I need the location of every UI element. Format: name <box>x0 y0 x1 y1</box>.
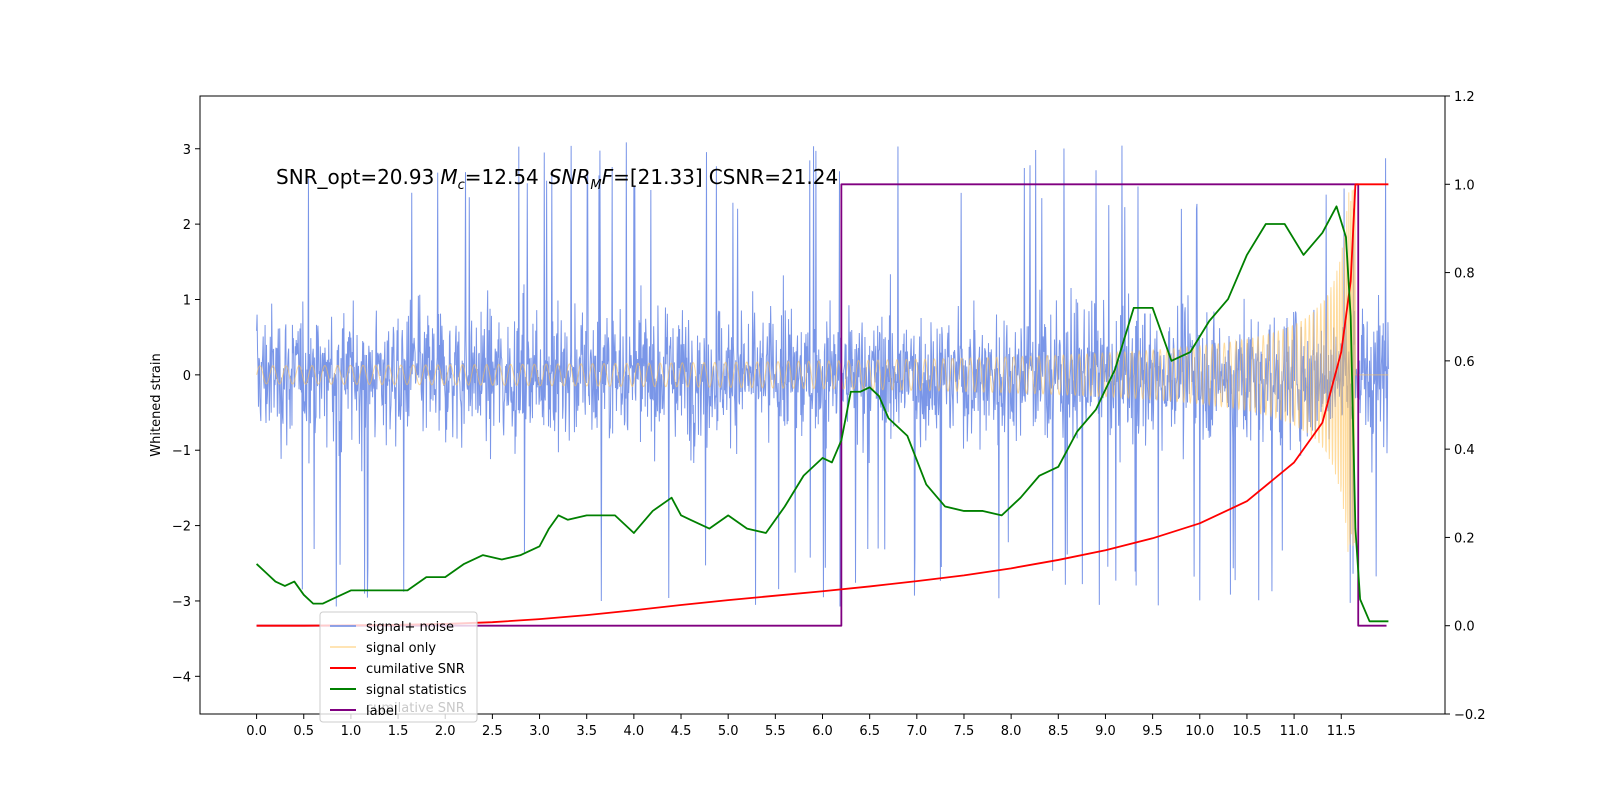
series-label-line <box>256 183 1387 627</box>
y-left-tick-label: 1 <box>183 293 191 308</box>
x-tick-label: 7.5 <box>954 724 975 739</box>
annotation-snrmf-value: =[21.33] <box>613 165 703 189</box>
legend-label: signal+ noise <box>366 620 454 635</box>
legend: cumilative SNR signal+ noise signal only c… <box>319 611 478 723</box>
series-signal-only-line <box>256 188 1389 552</box>
legend-label: label <box>366 704 397 719</box>
y-right-tick-label: 0.6 <box>1454 355 1475 370</box>
y-left-tick-label: 3 <box>183 143 191 158</box>
annotation-mc-sub: c <box>458 178 465 193</box>
annotation-mc-value: =12.54 <box>465 165 539 189</box>
x-tick-label: 10.5 <box>1232 724 1261 739</box>
y-left-tick-label: −2 <box>172 520 191 535</box>
x-tick-label: 2.5 <box>482 724 503 739</box>
y-right-tick-label: 1.0 <box>1454 178 1475 193</box>
x-tick-label: 1.5 <box>388 724 409 739</box>
x-tick-label: 9.5 <box>1142 724 1163 739</box>
y-right-tick-label: 0.0 <box>1454 620 1475 635</box>
x-tick-label: 2.0 <box>435 724 456 739</box>
legend-label: cumilative SNR <box>366 662 465 677</box>
x-tick-label: 1.0 <box>341 724 362 739</box>
x-tick-label: 5.0 <box>718 724 739 739</box>
x-tick-label: 11.0 <box>1280 724 1309 739</box>
legend-ghost-text: cumilative SNR <box>366 701 465 716</box>
y-left-tick-label: −1 <box>172 444 191 459</box>
series-signal-statistics-line <box>255 205 1389 623</box>
y-right-tick-label: −0.2 <box>1454 708 1486 723</box>
chart-annotation: SNR_opt=20.93 Mc=12.54 SNRMF=[21.33] CSNR=2… <box>276 165 838 193</box>
y-right-tick-label: 0.2 <box>1454 531 1475 546</box>
x-tick-label: 7.0 <box>906 724 927 739</box>
x-tick-label: 10.0 <box>1185 724 1214 739</box>
annotation-snrmf-symbol: SNR <box>549 165 591 189</box>
y-right-tick-label: 0.8 <box>1454 267 1475 282</box>
annotation-snr-opt: SNR_opt=20.93 <box>276 165 434 189</box>
x-tick-label: 5.5 <box>765 724 786 739</box>
y-left-tick-label: −4 <box>172 670 191 685</box>
legend-box <box>319 611 478 723</box>
y-left-tick-label: 0 <box>183 369 191 384</box>
y-right-tick-label: 1.2 <box>1454 90 1475 105</box>
x-tick-label: 0.5 <box>293 724 314 739</box>
x-axis: 0.0 0.5 1.0 1.5 2.0 2.5 3.0 3.5 4.0 4.5 5.0 5.5 6.0 6… <box>246 714 1356 739</box>
x-tick-label: 8.5 <box>1048 724 1069 739</box>
x-tick-label: 6.5 <box>859 724 880 739</box>
x-tick-label: 3.0 <box>529 724 550 739</box>
x-tick-label: 4.5 <box>671 724 692 739</box>
legend-label: signal only <box>366 641 436 656</box>
annotation-snrmf-tail: F <box>602 165 614 189</box>
y-left-tick-label: −3 <box>172 595 191 610</box>
annotation-mc-symbol: M <box>440 165 457 189</box>
x-tick-label: 4.0 <box>624 724 645 739</box>
x-tick-label: 0.0 <box>246 724 267 739</box>
legend-label: signal statistics <box>366 683 467 698</box>
x-tick-label: 11.5 <box>1327 724 1356 739</box>
annotation-csnr: CSNR=21.24 <box>709 165 839 189</box>
y-right-tick-label: 0.4 <box>1454 443 1475 458</box>
x-tick-label: 9.0 <box>1095 724 1116 739</box>
annotation-snrmf-sub: M <box>590 178 601 193</box>
y-axis-left: 3 2 1 0 −1 −2 −3 −4 <box>172 143 200 685</box>
y-axis-label: Whitened strain <box>149 353 164 456</box>
y-axis-right: 1.2 1.0 0.8 0.6 0.4 0.2 0.0 −0.2 <box>1445 90 1486 723</box>
x-tick-label: 3.5 <box>576 724 597 739</box>
x-tick-label: 8.0 <box>1001 724 1022 739</box>
series-signal-noise-line <box>256 142 1389 607</box>
y-left-tick-label: 2 <box>183 218 191 233</box>
x-tick-label: 6.0 <box>812 724 833 739</box>
